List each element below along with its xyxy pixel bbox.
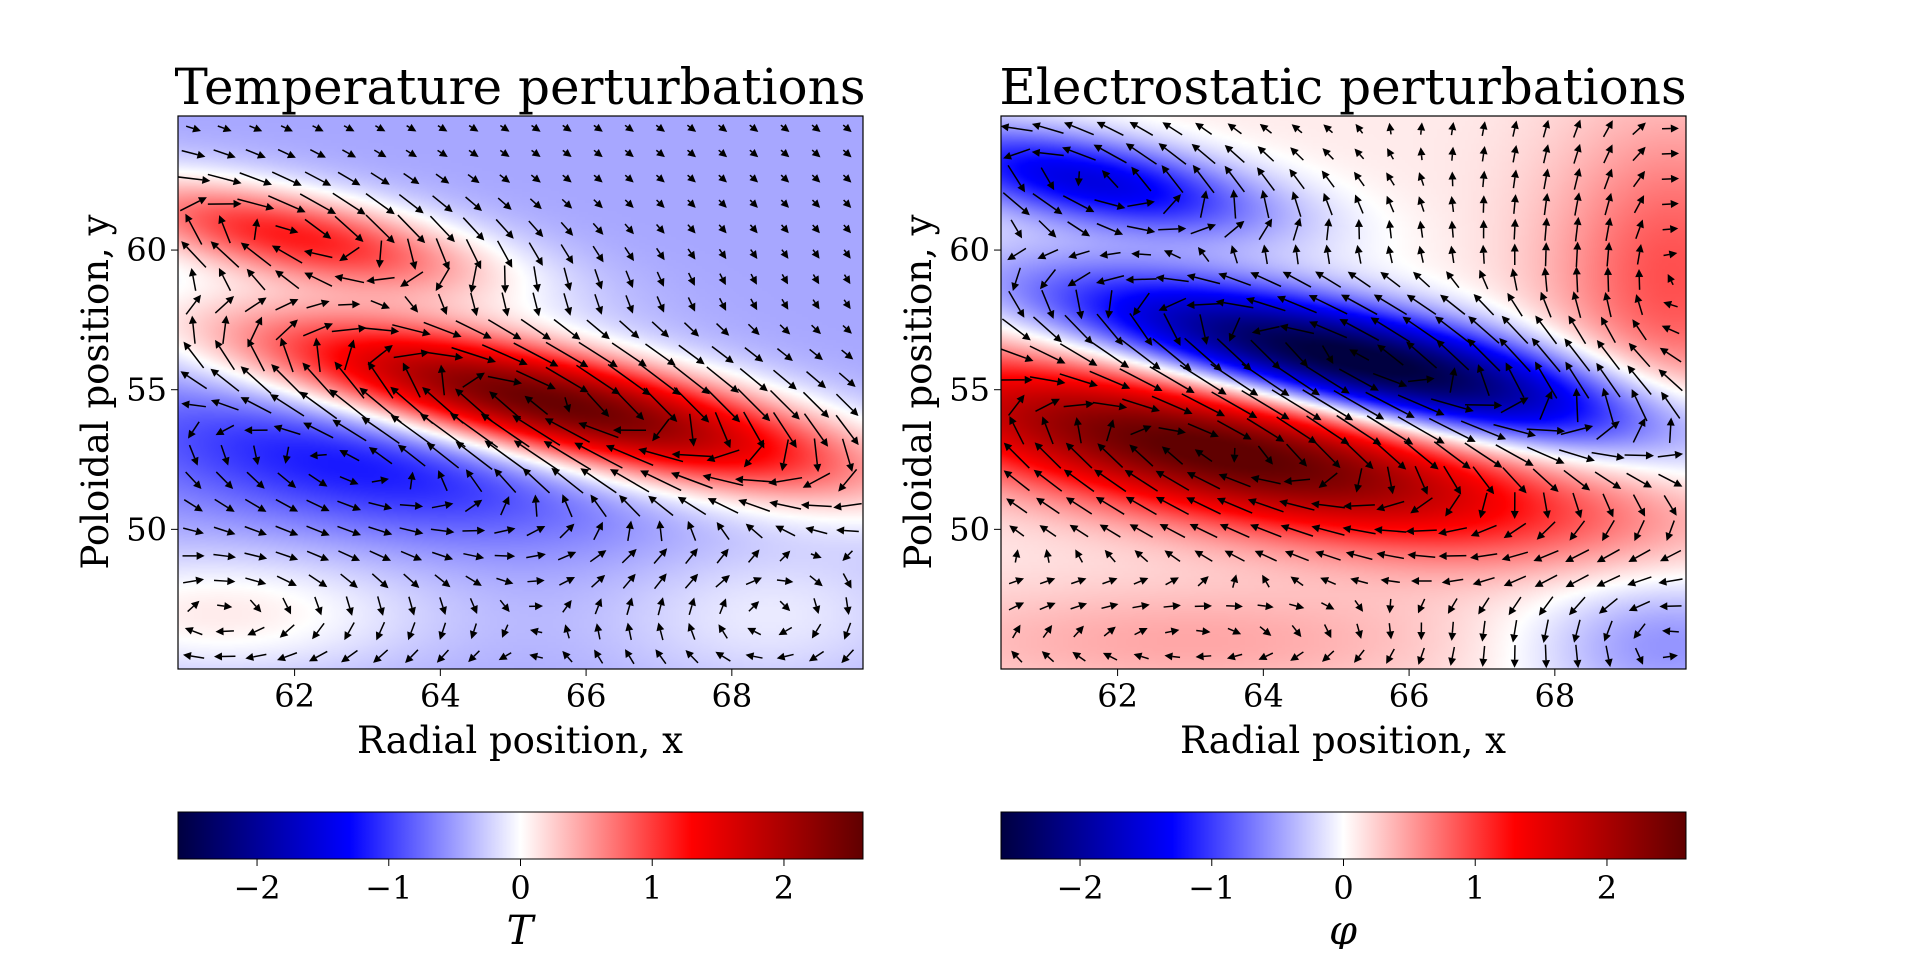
- colorbar-tick-label: 1: [642, 869, 662, 907]
- y-axis-ticks: 50 55 60: [949, 231, 1001, 548]
- colorbar-label: T: [507, 908, 537, 949]
- x-axis-label: Radial position, x: [1180, 719, 1506, 762]
- x-tick-label: 64: [1243, 677, 1284, 715]
- x-axis-ticks: 62 64 66 68: [1097, 669, 1575, 715]
- y-tick-label: 50: [949, 510, 990, 548]
- y-tick-label: 55: [949, 371, 990, 409]
- y-axis-label: Poloidal position, y: [74, 214, 117, 569]
- x-tick-label: 62: [274, 677, 315, 715]
- colorbar-tick-label: 0: [510, 869, 530, 907]
- chart-title: Electrostatic perturbations: [999, 58, 1686, 116]
- colorbar-tick-label: 2: [774, 869, 794, 907]
- y-tick-label: 60: [949, 231, 990, 269]
- colorbar-ticks: −2 −1 0 1 2: [233, 859, 794, 907]
- x-tick-label: 62: [1097, 677, 1138, 715]
- y-tick-label: 55: [126, 371, 167, 409]
- colorbar-tick-label: −2: [1056, 869, 1103, 907]
- x-tick-label: 68: [1534, 677, 1575, 715]
- colorbar-tick-label: 0: [1333, 869, 1353, 907]
- y-axis-ticks: 50 55 60: [126, 231, 178, 548]
- y-axis-label: Poloidal position, y: [897, 214, 940, 569]
- y-tick-label: 60: [126, 231, 167, 269]
- colorbar-tick-label: 1: [1465, 869, 1485, 907]
- x-axis-label: Radial position, x: [357, 719, 683, 762]
- colorbar-tick-label: 2: [1597, 869, 1617, 907]
- x-tick-label: 66: [1389, 677, 1430, 715]
- panel-temperature: Temperature perturbations 62 64 66 68 50 55 6…: [74, 58, 866, 949]
- chart-title: Temperature perturbations: [174, 58, 865, 116]
- x-axis-ticks: 62 64 66 68: [274, 669, 752, 715]
- x-tick-label: 68: [711, 677, 752, 715]
- heatmap-image: [178, 116, 863, 669]
- colorbar-label: φ: [1329, 908, 1357, 949]
- colorbar-tick-label: −1: [365, 869, 412, 907]
- x-tick-label: 66: [566, 677, 607, 715]
- y-tick-label: 50: [126, 510, 167, 548]
- x-tick-label: 64: [420, 677, 461, 715]
- colorbar-tick-label: −1: [1188, 869, 1235, 907]
- colorbar: [1001, 812, 1686, 859]
- colorbar-ticks: −2 −1 0 1 2: [1056, 859, 1617, 907]
- colorbar: [178, 812, 863, 859]
- colorbar-tick-label: −2: [233, 869, 280, 907]
